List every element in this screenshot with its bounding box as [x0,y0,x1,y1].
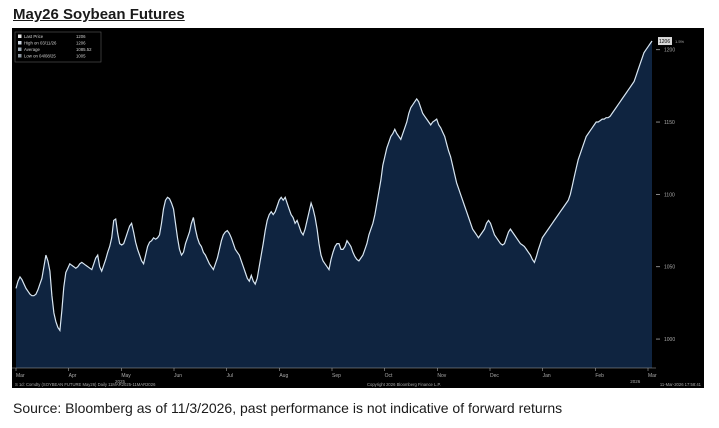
last-price-label: 1206 [659,39,670,45]
x-tick-label: Dec [490,373,499,379]
x-tick-label: May [121,373,131,379]
x-tick-label: Feb [595,373,604,379]
series-area [16,41,652,368]
footer-timestamp: 11-Mar-2026 17:58:41 [660,382,702,387]
x-tick-label: Jan [543,373,551,379]
last-price-change-label: 1.5% [675,39,685,44]
legend-item-value: 1005 [76,54,86,59]
x-year-label: 2026 [630,379,641,384]
x-tick-label: Sep [332,373,341,379]
x-tick-label: Mar [648,373,657,379]
x-tick-label: Jul [227,373,233,379]
legend-item-value: 1085.52 [76,47,92,52]
legend-box [14,31,102,63]
y-tick-label: 1200 [664,48,675,54]
x-tick-label: Aug [279,373,288,379]
legend-item-label: High on 03/11/26 [24,41,57,46]
last-price-badge [658,37,672,46]
chart-panel: 1000 1050 1100 1150 1200 1206 1.5% Mar Apr May Jun… [12,28,704,388]
y-tick-label: 1000 [664,337,675,343]
y-tick-label: 1150 [664,120,675,126]
series-line [15,40,653,333]
x-tick-label: Mar [16,373,25,379]
source-note: Source: Bloomberg as of 11/3/2026, past … [13,400,563,416]
footer-copyright: Copyright 2026 Bloomberg Finance L.P. [367,382,441,387]
x-year-label: 2025 [115,379,126,384]
legend-swatch [18,54,22,58]
legend-item-label: Low on 04/08/25 [24,54,56,59]
x-tick-label: Jun [174,373,182,379]
legend-swatch [18,34,22,38]
x-tick-label: Nov [437,373,446,379]
x-tick-label: Oct [385,373,393,379]
legend-item-label: Average [24,47,41,52]
legend-item-label: Last Price [24,34,44,39]
legend-swatch [18,47,22,51]
y-tick-label: 1100 [664,192,675,198]
x-tick-label: Apr [69,373,77,379]
legend-item-value: 1206 [76,34,86,39]
price-chart: 1000 1050 1100 1150 1200 1206 1.5% Mar Apr May Jun… [12,28,704,388]
legend-swatch [18,41,22,45]
chart-title: May26 Soybean Futures [13,6,185,23]
footer-security-label: S 1d: Comdty (SOYBEAN FUTURE May26) Dail… [15,382,156,387]
y-tick-label: 1050 [664,265,675,271]
legend-item-value: 1206 [76,41,86,46]
